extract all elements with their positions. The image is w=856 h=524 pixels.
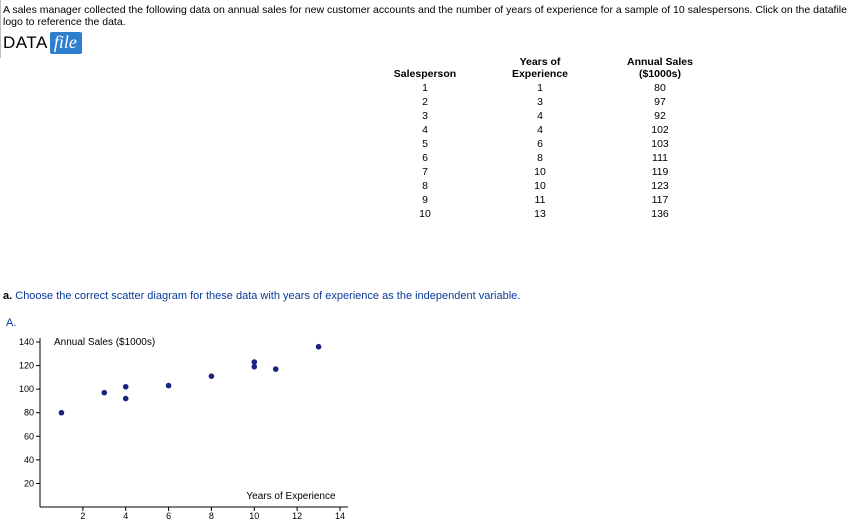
svg-text:80: 80 [24,408,34,418]
scatter-chart: 2 4 6 8 10 12 14 20 40 60 80 100 120 140 Annual Sales … [20,332,360,518]
svg-text:6: 6 [166,511,171,521]
table-cell: 136 [600,207,720,221]
svg-text:120: 120 [19,361,34,371]
data-table: Salesperson Years of Experience Annual S… [370,55,720,221]
svg-text:100: 100 [19,384,34,394]
table-header-salesperson: Salesperson [370,55,480,81]
table-cell: 111 [600,151,720,165]
scatter-point [209,373,215,379]
scatter-point [123,396,129,402]
scatter-point [166,383,172,389]
svg-text:12: 12 [292,511,302,521]
svg-text:40: 40 [24,455,34,465]
table-cell: 8 [480,151,600,165]
scatter-point [101,390,107,396]
table-row: 1180 [370,81,720,95]
svg-text:140: 140 [19,337,34,347]
table-cell: 3 [370,109,480,123]
scatter-point [316,344,322,350]
svg-text:Years of Experience: Years of Experience [246,491,336,502]
table-row: 1013136 [370,207,720,221]
scatter-point [273,366,279,372]
table-cell: 103 [600,137,720,151]
table-cell: 4 [480,123,600,137]
table-row: 3492 [370,109,720,123]
scatter-point [251,359,257,365]
table-cell: 13 [480,207,600,221]
table-cell: 7 [370,165,480,179]
question-a: a. Choose the correct scatter diagram fo… [3,290,520,302]
svg-text:20: 20 [24,478,34,488]
table-cell: 11 [480,193,600,207]
table-cell: 1 [370,81,480,95]
table-cell: 10 [480,179,600,193]
table-cell: 8 [370,179,480,193]
table-cell: 102 [600,123,720,137]
table-cell: 10 [370,207,480,221]
svg-text:14: 14 [335,511,345,521]
table-cell: 117 [600,193,720,207]
svg-text:4: 4 [123,511,128,521]
table-cell: 5 [370,137,480,151]
svg-text:Annual Sales ($1000s): Annual Sales ($1000s) [54,337,155,348]
table-row: 56103 [370,137,720,151]
table-cell: 10 [480,165,600,179]
table-row: 710119 [370,165,720,179]
scatter-point [123,384,129,390]
intro-text: A sales manager collected the following … [0,0,856,30]
table-header-sales: Annual Sales ($1000s) [600,55,720,81]
table-cell: 80 [600,81,720,95]
table-cell: 9 [370,193,480,207]
table-cell: 4 [480,109,600,123]
table-cell: 3 [480,95,600,109]
logo-file-text: file [50,32,82,54]
table-row: 911117 [370,193,720,207]
table-row: 810123 [370,179,720,193]
logo-data-text: DATA [3,33,48,53]
svg-text:2: 2 [80,511,85,521]
table-cell: 4 [370,123,480,137]
question-part-letter: a. [3,290,12,302]
svg-text:60: 60 [24,431,34,441]
table-cell: 2 [370,95,480,109]
table-cell: 123 [600,179,720,193]
table-cell: 97 [600,95,720,109]
question-text: Choose the correct scatter diagram for t… [12,290,520,302]
svg-text:10: 10 [249,511,259,521]
svg-text:8: 8 [209,511,214,521]
scatter-point [59,410,65,416]
table-row: 44102 [370,123,720,137]
table-cell: 6 [370,151,480,165]
table-cell: 1 [480,81,600,95]
table-cell: 119 [600,165,720,179]
table-row: 68111 [370,151,720,165]
table-row: 2397 [370,95,720,109]
table-header-years: Years of Experience [480,55,600,81]
option-a-label: A. [6,317,16,329]
table-cell: 6 [480,137,600,151]
table-cell: 92 [600,109,720,123]
datafile-logo[interactable]: DATA file [0,30,856,58]
